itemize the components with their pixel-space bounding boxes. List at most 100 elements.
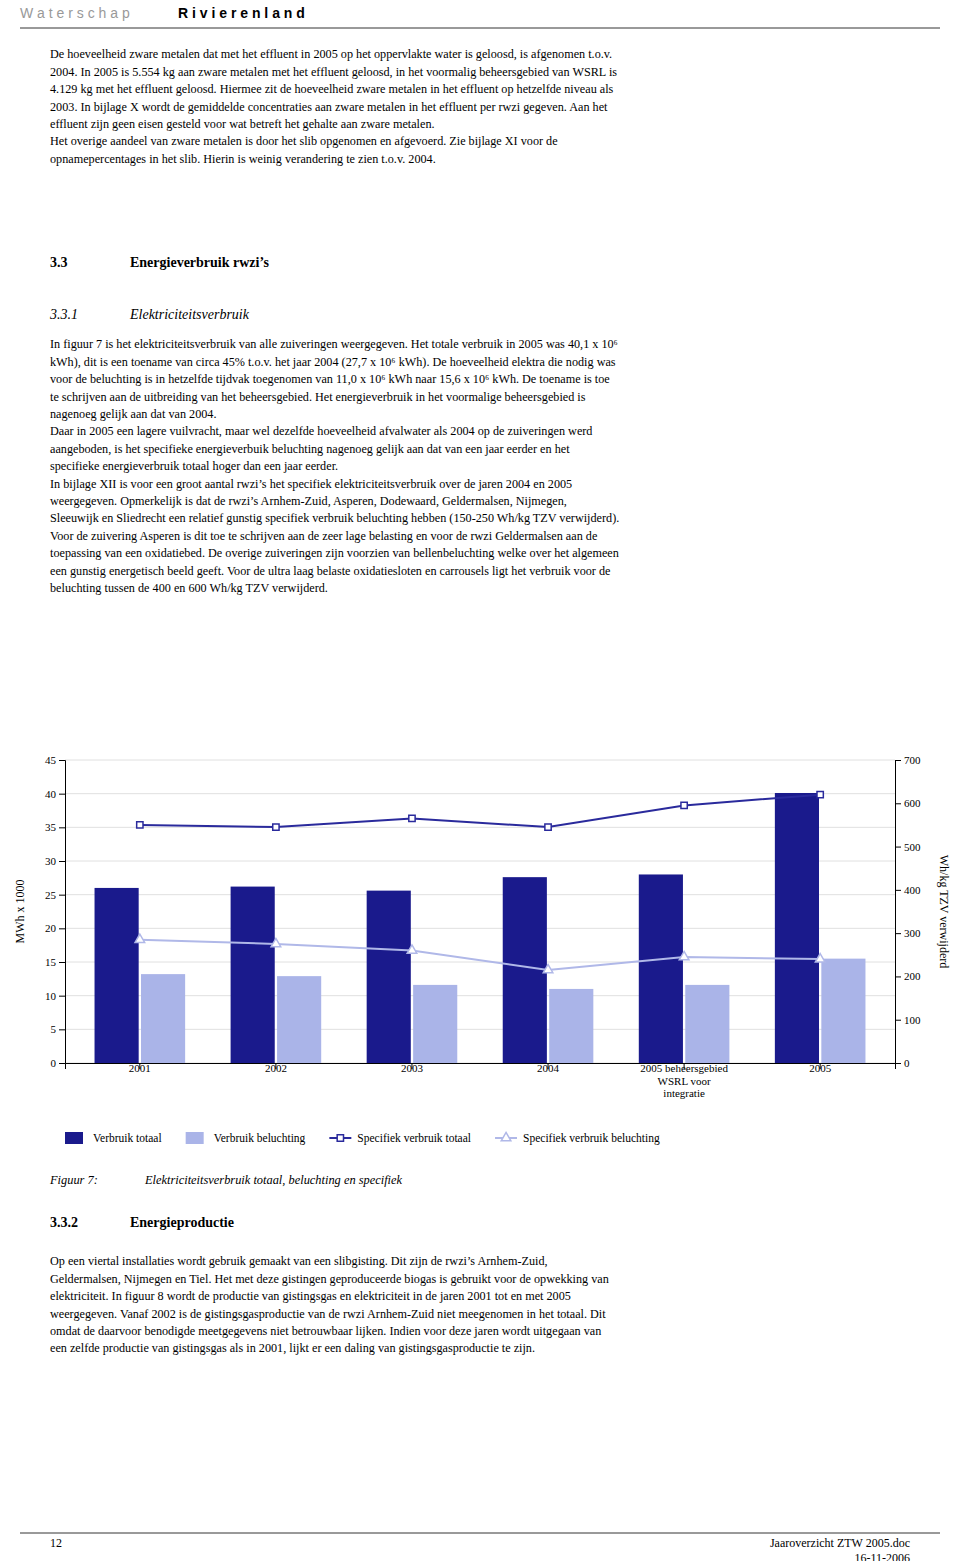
- tick-label: 2005 beheersgebiedWSRL voorintegratie: [640, 1062, 728, 1099]
- footer-rule: [20, 1533, 940, 1534]
- tick-label: 10: [45, 990, 57, 1002]
- body-line: nagenoeg gelijk aan dat van 2004.: [50, 407, 217, 421]
- legend-swatch: [186, 1132, 204, 1144]
- axis-line: [896, 761, 902, 1064]
- axis-line: [66, 1064, 896, 1070]
- bar: [231, 887, 275, 1063]
- tick: 300: [895, 927, 921, 939]
- footer-text: 16-11-2006: [854, 1551, 910, 1561]
- tick: 200: [895, 970, 921, 982]
- tick: 40: [45, 788, 65, 800]
- legend-label: Specifiek verbruik totaal: [357, 1132, 471, 1145]
- grid-line: [65, 894, 895, 895]
- marker: [815, 954, 825, 962]
- tick-label: 15: [45, 956, 57, 968]
- legend-label: Verbruik totaal: [93, 1132, 162, 1144]
- tick-label: 40: [45, 788, 57, 800]
- body-line: De hoeveelheid zware metalen dat met het…: [50, 47, 612, 61]
- tick: 0: [895, 1057, 910, 1069]
- marker: [679, 951, 689, 959]
- tick: 2005 beheersgebiedWSRL voorintegratie: [640, 1062, 728, 1099]
- line: [140, 940, 820, 970]
- tick-mark: [895, 933, 901, 934]
- legend-label: Specifiek verbruik beluchting: [523, 1132, 660, 1145]
- tick-label: 35: [45, 821, 57, 833]
- legend-marker: [337, 1135, 343, 1141]
- body-line: In bijlage XII is voor een groot aantal …: [50, 477, 572, 491]
- body-line: voor de beluchting is in hetzelfde tijdv…: [50, 372, 610, 386]
- tick-label: 45: [45, 754, 57, 766]
- grid-line: [65, 760, 895, 761]
- bar: [639, 874, 683, 1063]
- header-text: R i v i e r e n l a n d: [178, 5, 305, 21]
- body-line: te schrijven aan de uitbreiding van het …: [50, 390, 586, 404]
- tick-mark: [59, 861, 65, 862]
- tick: 2004: [537, 1062, 560, 1074]
- tick-mark: [895, 803, 901, 804]
- page-number: 12: [50, 1536, 62, 1550]
- bar: [821, 959, 865, 1063]
- marker: [137, 822, 143, 828]
- caption-text: Elektriciteitsverbruik totaal, beluchtin…: [144, 1173, 403, 1187]
- tick-label: 100: [904, 1014, 921, 1026]
- bar: [367, 891, 411, 1063]
- line-series: [135, 934, 825, 973]
- section-number: 3.3.1: [49, 307, 78, 322]
- body-line: 2004. In 2005 is 5.554 kg aan zware meta…: [50, 65, 617, 79]
- tick-label: 5: [51, 1023, 57, 1035]
- tick-mark: [895, 890, 901, 891]
- bar: [685, 985, 729, 1063]
- tick-label: 2005: [809, 1062, 832, 1074]
- bar-series: [95, 793, 819, 1063]
- legend-item: Specifiek verbruik beluchting: [495, 1132, 660, 1145]
- grid: [65, 760, 895, 1063]
- tick-mark: [59, 827, 65, 828]
- bar: [413, 985, 457, 1063]
- tick: 600: [895, 797, 921, 809]
- tick: 35: [45, 821, 65, 833]
- bar: [95, 888, 139, 1063]
- page: W a t e r s c h a pR i v i e r e n l a n…: [0, 0, 960, 1561]
- tick-label: 2003: [401, 1062, 424, 1074]
- tick: 0: [51, 1057, 66, 1069]
- caption-label: Figuur 7:: [49, 1173, 98, 1187]
- tick-label: 2002: [265, 1062, 287, 1074]
- marker: [407, 945, 417, 953]
- body-line: toepassing van een oxidatiebed. De overi…: [50, 546, 619, 560]
- section-title: Energieproductie: [130, 1215, 234, 1230]
- y-axis: 051015202530354045: [45, 754, 66, 1069]
- tick: 2002: [265, 1062, 287, 1074]
- tick-label: 0: [904, 1057, 910, 1069]
- tick-mark: [59, 1063, 65, 1064]
- grid-line: [65, 928, 895, 929]
- tick: 400: [895, 884, 921, 896]
- section-title: Elektriciteitsverbruik: [129, 307, 250, 322]
- tick-label: 300: [904, 927, 921, 939]
- tick-mark: [895, 976, 901, 977]
- body-line: Sleeuwijk en Sliedrecht een relatief gun…: [50, 511, 619, 525]
- tick-mark: [895, 1020, 901, 1021]
- tick: 2003: [401, 1062, 424, 1074]
- marker: [273, 824, 279, 830]
- plot-marks: [95, 791, 866, 1063]
- tick: 30: [45, 855, 65, 867]
- y-axis-title: MWh x 1000: [13, 880, 27, 944]
- body-line: Daar in 2005 een lagere vuilvracht, maar…: [50, 424, 592, 438]
- section-title: Energieverbruik rwzi’s: [130, 255, 270, 270]
- axis-line: [59, 761, 66, 1064]
- tick-label: 30: [45, 855, 57, 867]
- tick: 20: [45, 922, 65, 934]
- marker: [271, 938, 281, 946]
- body-line: weergegeven. Vanaf 2002 is de gistingsga…: [50, 1307, 606, 1321]
- bar: [141, 974, 185, 1063]
- legend-swatch: [65, 1132, 83, 1144]
- y2-axis: 0100200300400500600700: [895, 754, 921, 1069]
- section-number: 3.3: [50, 255, 68, 270]
- tick: 500: [895, 841, 921, 853]
- x-axis: 20012002200320042005 beheersgebiedWSRL v…: [66, 1062, 896, 1099]
- tick: 15: [45, 956, 65, 968]
- marker: [681, 802, 687, 808]
- legend-item: Verbruik beluchting: [186, 1132, 306, 1145]
- legend-item: Verbruik totaal: [65, 1132, 162, 1144]
- grid-line: [65, 962, 895, 963]
